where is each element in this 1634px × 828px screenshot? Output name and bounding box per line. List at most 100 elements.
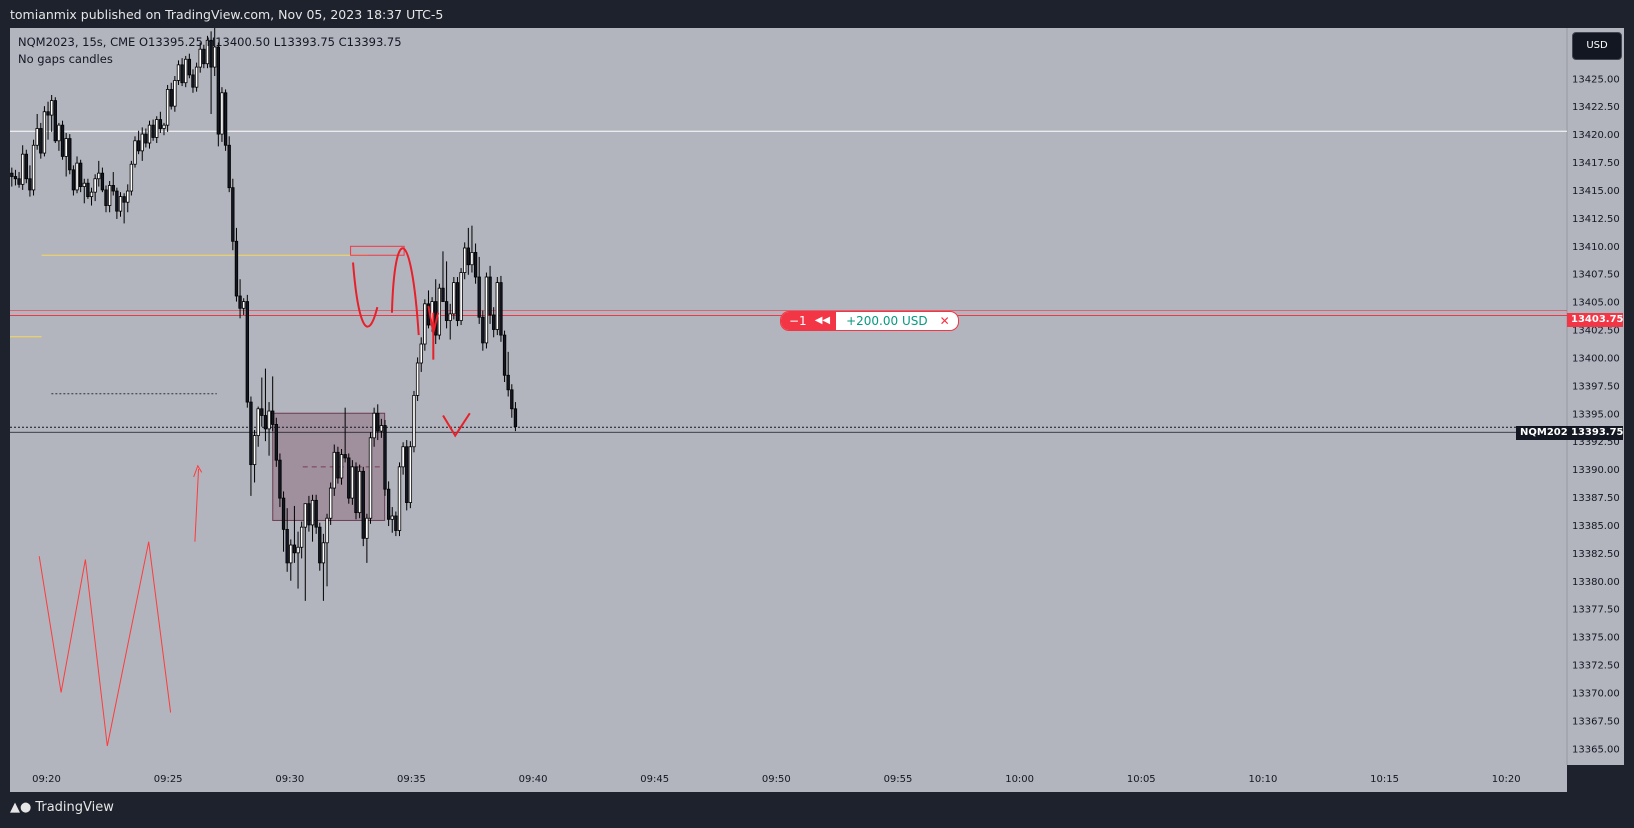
candle-body: [28, 178, 32, 191]
candle-body: [86, 182, 90, 198]
candle-body: [151, 124, 155, 138]
candle-body: [350, 466, 355, 499]
candle-body: [158, 119, 163, 129]
red-down-arrow: [442, 412, 471, 438]
candle-body: [89, 191, 94, 198]
position-widget[interactable]: −1 ◀◀ +200.00 USD ✕: [780, 311, 959, 331]
candle-body: [216, 46, 220, 135]
candle-body: [477, 276, 481, 318]
symbol-tag: NQM2023: [1516, 426, 1579, 440]
candle-body: [191, 74, 195, 88]
x-tick-label: 10:15: [1370, 774, 1399, 785]
y-tick-label: 13407.50: [1572, 270, 1620, 281]
candle-body: [209, 39, 213, 68]
double-left-arrows-icon[interactable]: ◀◀: [814, 312, 837, 330]
y-tick-label: 13372.50: [1572, 661, 1620, 672]
candle-body: [238, 295, 242, 309]
x-tick-label: 09:20: [32, 774, 61, 785]
currency-button[interactable]: USD: [1572, 32, 1622, 60]
candle-body: [466, 247, 470, 266]
candle-body: [194, 66, 199, 88]
candle-body: [513, 408, 518, 428]
candle-body: [412, 394, 416, 448]
candle-body: [292, 544, 297, 554]
candle-body: [169, 89, 173, 107]
candle-body: [256, 408, 260, 436]
position-pnl: +200.00 USD: [846, 314, 928, 328]
y-tick-label: 13410.00: [1572, 242, 1620, 253]
candle-body: [176, 64, 181, 81]
candle-body: [122, 196, 126, 203]
legend-ohlc: NQM2023, 15s, CME O13395.25 H13400.50 L1…: [18, 35, 402, 49]
x-tick-label: 09:40: [519, 774, 548, 785]
candle-body: [118, 196, 123, 212]
y-tick-label: 13390.00: [1572, 465, 1620, 476]
close-icon[interactable]: ✕: [939, 314, 950, 328]
candle-body: [441, 287, 445, 302]
candle-body: [365, 517, 369, 539]
candle-body: [299, 526, 304, 548]
candle-body: [10, 172, 14, 177]
candle-body: [263, 415, 268, 430]
candle-body: [78, 162, 83, 187]
y-tick-label: 13367.50: [1572, 716, 1620, 727]
candle-body: [115, 190, 119, 212]
position-price-tag: 13403.75: [1567, 313, 1624, 327]
candle-body: [184, 58, 188, 84]
zone-arrow-head: [193, 464, 203, 478]
candle-body: [21, 153, 25, 185]
y-tick-label: 13385.00: [1572, 521, 1620, 532]
candle-body: [448, 313, 452, 321]
candle-body: [502, 334, 507, 376]
price-axis-background: [1567, 28, 1624, 765]
plot-background: [10, 28, 1567, 765]
candle-body: [354, 466, 358, 514]
candle-body: [129, 163, 134, 192]
candle-body: [328, 487, 333, 519]
y-tick-label: 13377.50: [1572, 605, 1620, 616]
y-tick-label: 13400.00: [1572, 353, 1620, 364]
candle-body: [71, 169, 76, 191]
candle-body: [104, 189, 108, 206]
candle-body: [46, 111, 50, 116]
candle-body: [357, 470, 362, 514]
candle-body: [31, 144, 36, 191]
candle-body: [332, 451, 336, 489]
y-tick-label: 13370.00: [1572, 688, 1620, 699]
y-tick-label: 13387.50: [1572, 493, 1620, 504]
candle-body: [318, 526, 322, 564]
candle-body: [321, 542, 326, 564]
x-tick-label: 10:00: [1005, 774, 1034, 785]
candle-body: [415, 362, 420, 396]
candle-body: [397, 466, 402, 531]
candle-body: [57, 124, 61, 142]
candle-body: [213, 46, 217, 68]
candle-body: [278, 459, 282, 499]
y-tick-label: 13375.00: [1572, 633, 1620, 644]
candle-body: [289, 544, 293, 564]
y-tick-label: 13402.50: [1572, 326, 1620, 337]
candle-body: [463, 247, 467, 273]
candle-body: [223, 92, 228, 146]
symbol-legend: NQM2023, 15s, CME O13395.25 H13400.50 L1…: [18, 34, 402, 68]
candle-body: [419, 343, 423, 364]
candle-body: [68, 138, 72, 171]
time-axis-background: [10, 765, 1567, 792]
candle-body: [42, 111, 47, 154]
x-tick-label: 09:50: [762, 774, 791, 785]
candle-body: [310, 499, 315, 526]
candle-body: [140, 133, 144, 152]
candle-body: [227, 144, 231, 189]
candle-body: [386, 488, 391, 520]
candle-body: [271, 410, 275, 425]
candle-body: [198, 48, 202, 68]
candle-body: [64, 138, 68, 157]
candle-body: [260, 408, 264, 416]
candle-body: [495, 282, 499, 330]
footer-brand: ▲● TradingView: [10, 800, 114, 815]
candle-body: [325, 517, 329, 544]
candle-body: [368, 437, 373, 519]
y-tick-label: 13422.50: [1572, 102, 1620, 113]
x-tick-label: 10:05: [1127, 774, 1156, 785]
